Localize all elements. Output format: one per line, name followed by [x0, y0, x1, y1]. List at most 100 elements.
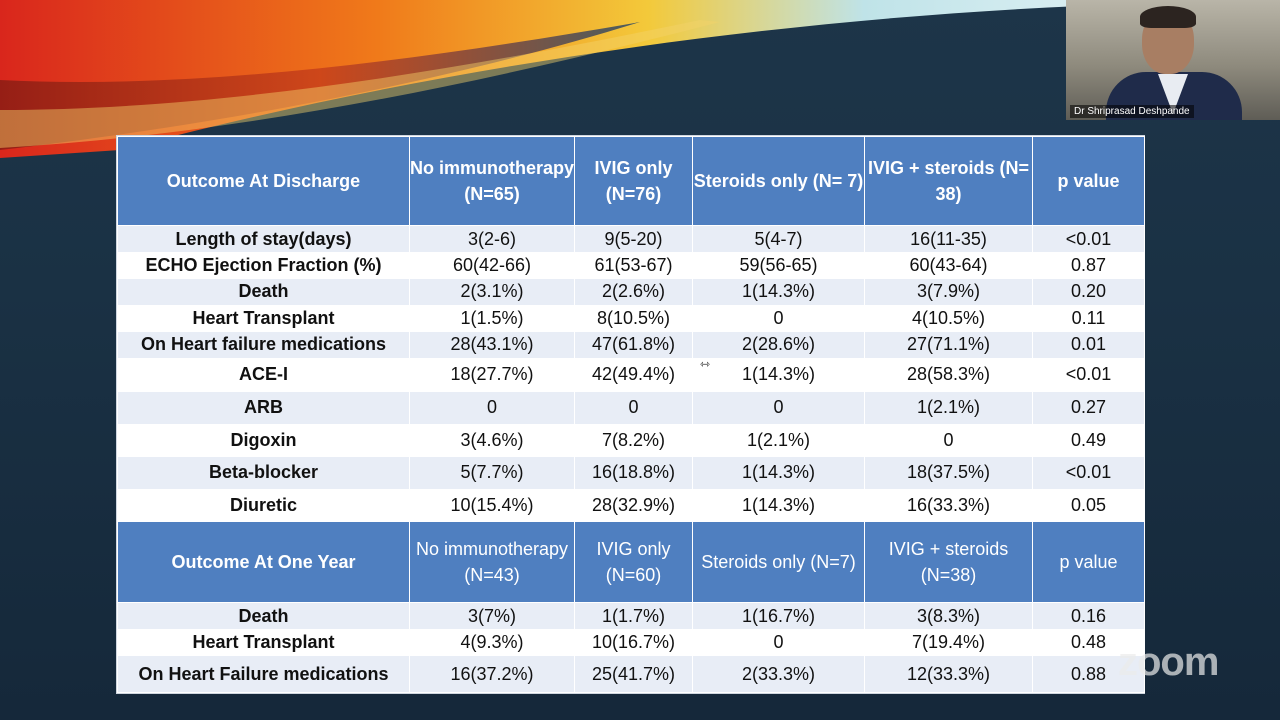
- table-cell: 2(3.1%): [409, 278, 575, 306]
- table-cell: 1(14.3%): [692, 456, 865, 490]
- header-cell: IVIG + steroids (N= 38): [864, 135, 1033, 227]
- person-hair: [1140, 6, 1196, 28]
- table-cell: 60(42-66): [409, 251, 575, 280]
- row-label: ACE-I: [117, 357, 410, 393]
- table-cell: 16(18.8%): [574, 456, 693, 490]
- header-cell: p value: [1032, 521, 1145, 604]
- table-cell: 3(7%): [409, 602, 575, 630]
- row-label: Heart Transplant: [117, 304, 410, 333]
- table-cell: 0: [864, 423, 1033, 458]
- table-cell: 28(43.1%): [409, 331, 575, 359]
- table-cell: 25(41.7%): [574, 655, 693, 693]
- table-cell: 28(32.9%): [574, 488, 693, 523]
- header-cell: Outcome At One Year: [117, 521, 410, 604]
- table-row: On Heart Failure medications 16(37.2%) 2…: [117, 655, 1145, 693]
- header-cell: IVIG only (N=60): [574, 521, 693, 604]
- table-cell: 0.48: [1032, 628, 1145, 657]
- table-cell: 0.88: [1032, 655, 1145, 693]
- table-cell: 10(15.4%): [409, 488, 575, 523]
- participant-name: Dr Shriprasad Deshpande: [1070, 105, 1194, 118]
- header-cell: Outcome At Discharge: [117, 135, 410, 227]
- row-label: On Heart Failure medications: [117, 655, 410, 693]
- decorative-swoosh: [0, 0, 1080, 158]
- table-cell: 5(7.7%): [409, 456, 575, 490]
- header-cell: Steroids only (N= 7): [692, 135, 865, 227]
- table-cell: 1(2.1%): [692, 423, 865, 458]
- table-cell: 4(9.3%): [409, 628, 575, 657]
- row-label: Digoxin: [117, 423, 410, 458]
- table-row: On Heart failure medications 28(43.1%) 4…: [117, 331, 1145, 359]
- table-cell: 1(1.5%): [409, 304, 575, 333]
- table-cell: 9(5-20): [574, 225, 693, 253]
- table-cell: 0: [692, 391, 865, 425]
- table-cell: 42(49.4%): [574, 357, 693, 393]
- header-cell: IVIG only (N=76): [574, 135, 693, 227]
- outcome-table: Outcome At Discharge No immunotherapy (N…: [116, 135, 1145, 694]
- row-label: Heart Transplant: [117, 628, 410, 657]
- row-label: On Heart failure medications: [117, 331, 410, 359]
- table-cell: 7(19.4%): [864, 628, 1033, 657]
- table-cell: 2(33.3%): [692, 655, 865, 693]
- table-cell: 3(8.3%): [864, 602, 1033, 630]
- table-row: Heart Transplant 1(1.5%) 8(10.5%) 0 4(10…: [117, 304, 1145, 333]
- table-cell: <0.01: [1032, 456, 1145, 490]
- table-cell: 3(4.6%): [409, 423, 575, 458]
- table-row: ECHO Ejection Fraction (%) 60(42-66) 61(…: [117, 251, 1145, 280]
- table-cell: 0.05: [1032, 488, 1145, 523]
- table-row: Length of stay(days) 3(2-6) 9(5-20) 5(4-…: [117, 225, 1145, 253]
- table-row: ACE-I 18(27.7%) 42(49.4%) 1(14.3%) 28(58…: [117, 357, 1145, 393]
- table-row: Beta-blocker 5(7.7%) 16(18.8%) 1(14.3%) …: [117, 456, 1145, 490]
- table-cell: 59(56-65): [692, 251, 865, 280]
- table-cell: 27(71.1%): [864, 331, 1033, 359]
- table-cell: 5(4-7): [692, 225, 865, 253]
- table-cell: 18(37.5%): [864, 456, 1033, 490]
- table-cell: 0: [409, 391, 575, 425]
- table-cell: <0.01: [1032, 357, 1145, 393]
- table-row: Death 2(3.1%) 2(2.6%) 1(14.3%) 3(7.9%) 0…: [117, 278, 1145, 306]
- table-cell: 1(14.3%): [692, 357, 865, 393]
- table-cell: 16(11-35): [864, 225, 1033, 253]
- table-cell: 10(16.7%): [574, 628, 693, 657]
- table-cell: <0.01: [1032, 225, 1145, 253]
- header-cell: No immunotherapy (N=43): [409, 521, 575, 604]
- header-cell: No immunotherapy (N=65): [409, 135, 575, 227]
- row-label: ARB: [117, 391, 410, 425]
- participant-video-tile[interactable]: Dr Shriprasad Deshpande: [1066, 0, 1280, 120]
- table-row: Diuretic 10(15.4%) 28(32.9%) 1(14.3%) 16…: [117, 488, 1145, 523]
- table-cell: 0: [692, 304, 865, 333]
- header-cell: IVIG + steroids (N=38): [864, 521, 1033, 604]
- table-cell: 16(37.2%): [409, 655, 575, 693]
- table-cell: 0.27: [1032, 391, 1145, 425]
- table-cell: 7(8.2%): [574, 423, 693, 458]
- table-cell: 1(16.7%): [692, 602, 865, 630]
- table-cell: 28(58.3%): [864, 357, 1033, 393]
- table-cell: 0.87: [1032, 251, 1145, 280]
- header-cell: p value: [1032, 135, 1145, 227]
- table-cell: 60(43-64): [864, 251, 1033, 280]
- table-cell: 1(2.1%): [864, 391, 1033, 425]
- table-cell: 0: [692, 628, 865, 657]
- discharge-header-row: Outcome At Discharge No immunotherapy (N…: [117, 135, 1145, 227]
- table-cell: 3(7.9%): [864, 278, 1033, 306]
- table-cell: 1(14.3%): [692, 278, 865, 306]
- table-cell: 16(33.3%): [864, 488, 1033, 523]
- table-cell: 0.49: [1032, 423, 1145, 458]
- table-row: ARB 0 0 0 1(2.1%) 0.27: [117, 391, 1145, 425]
- table-cell: 61(53-67): [574, 251, 693, 280]
- table-cell: 1(14.3%): [692, 488, 865, 523]
- table-cell: 2(2.6%): [574, 278, 693, 306]
- row-label: Death: [117, 278, 410, 306]
- mouse-cursor-icon: ⇿: [700, 357, 711, 371]
- table-cell: 4(10.5%): [864, 304, 1033, 333]
- one-year-header-row: Outcome At One Year No immunotherapy (N=…: [117, 521, 1145, 604]
- table-cell: 0: [574, 391, 693, 425]
- table-cell: 47(61.8%): [574, 331, 693, 359]
- table-cell: 2(28.6%): [692, 331, 865, 359]
- row-label: Length of stay(days): [117, 225, 410, 253]
- row-label: Death: [117, 602, 410, 630]
- table-cell: 12(33.3%): [864, 655, 1033, 693]
- table-cell: 0.20: [1032, 278, 1145, 306]
- row-label: ECHO Ejection Fraction (%): [117, 251, 410, 280]
- table-cell: 0.01: [1032, 331, 1145, 359]
- table-cell: 0.11: [1032, 304, 1145, 333]
